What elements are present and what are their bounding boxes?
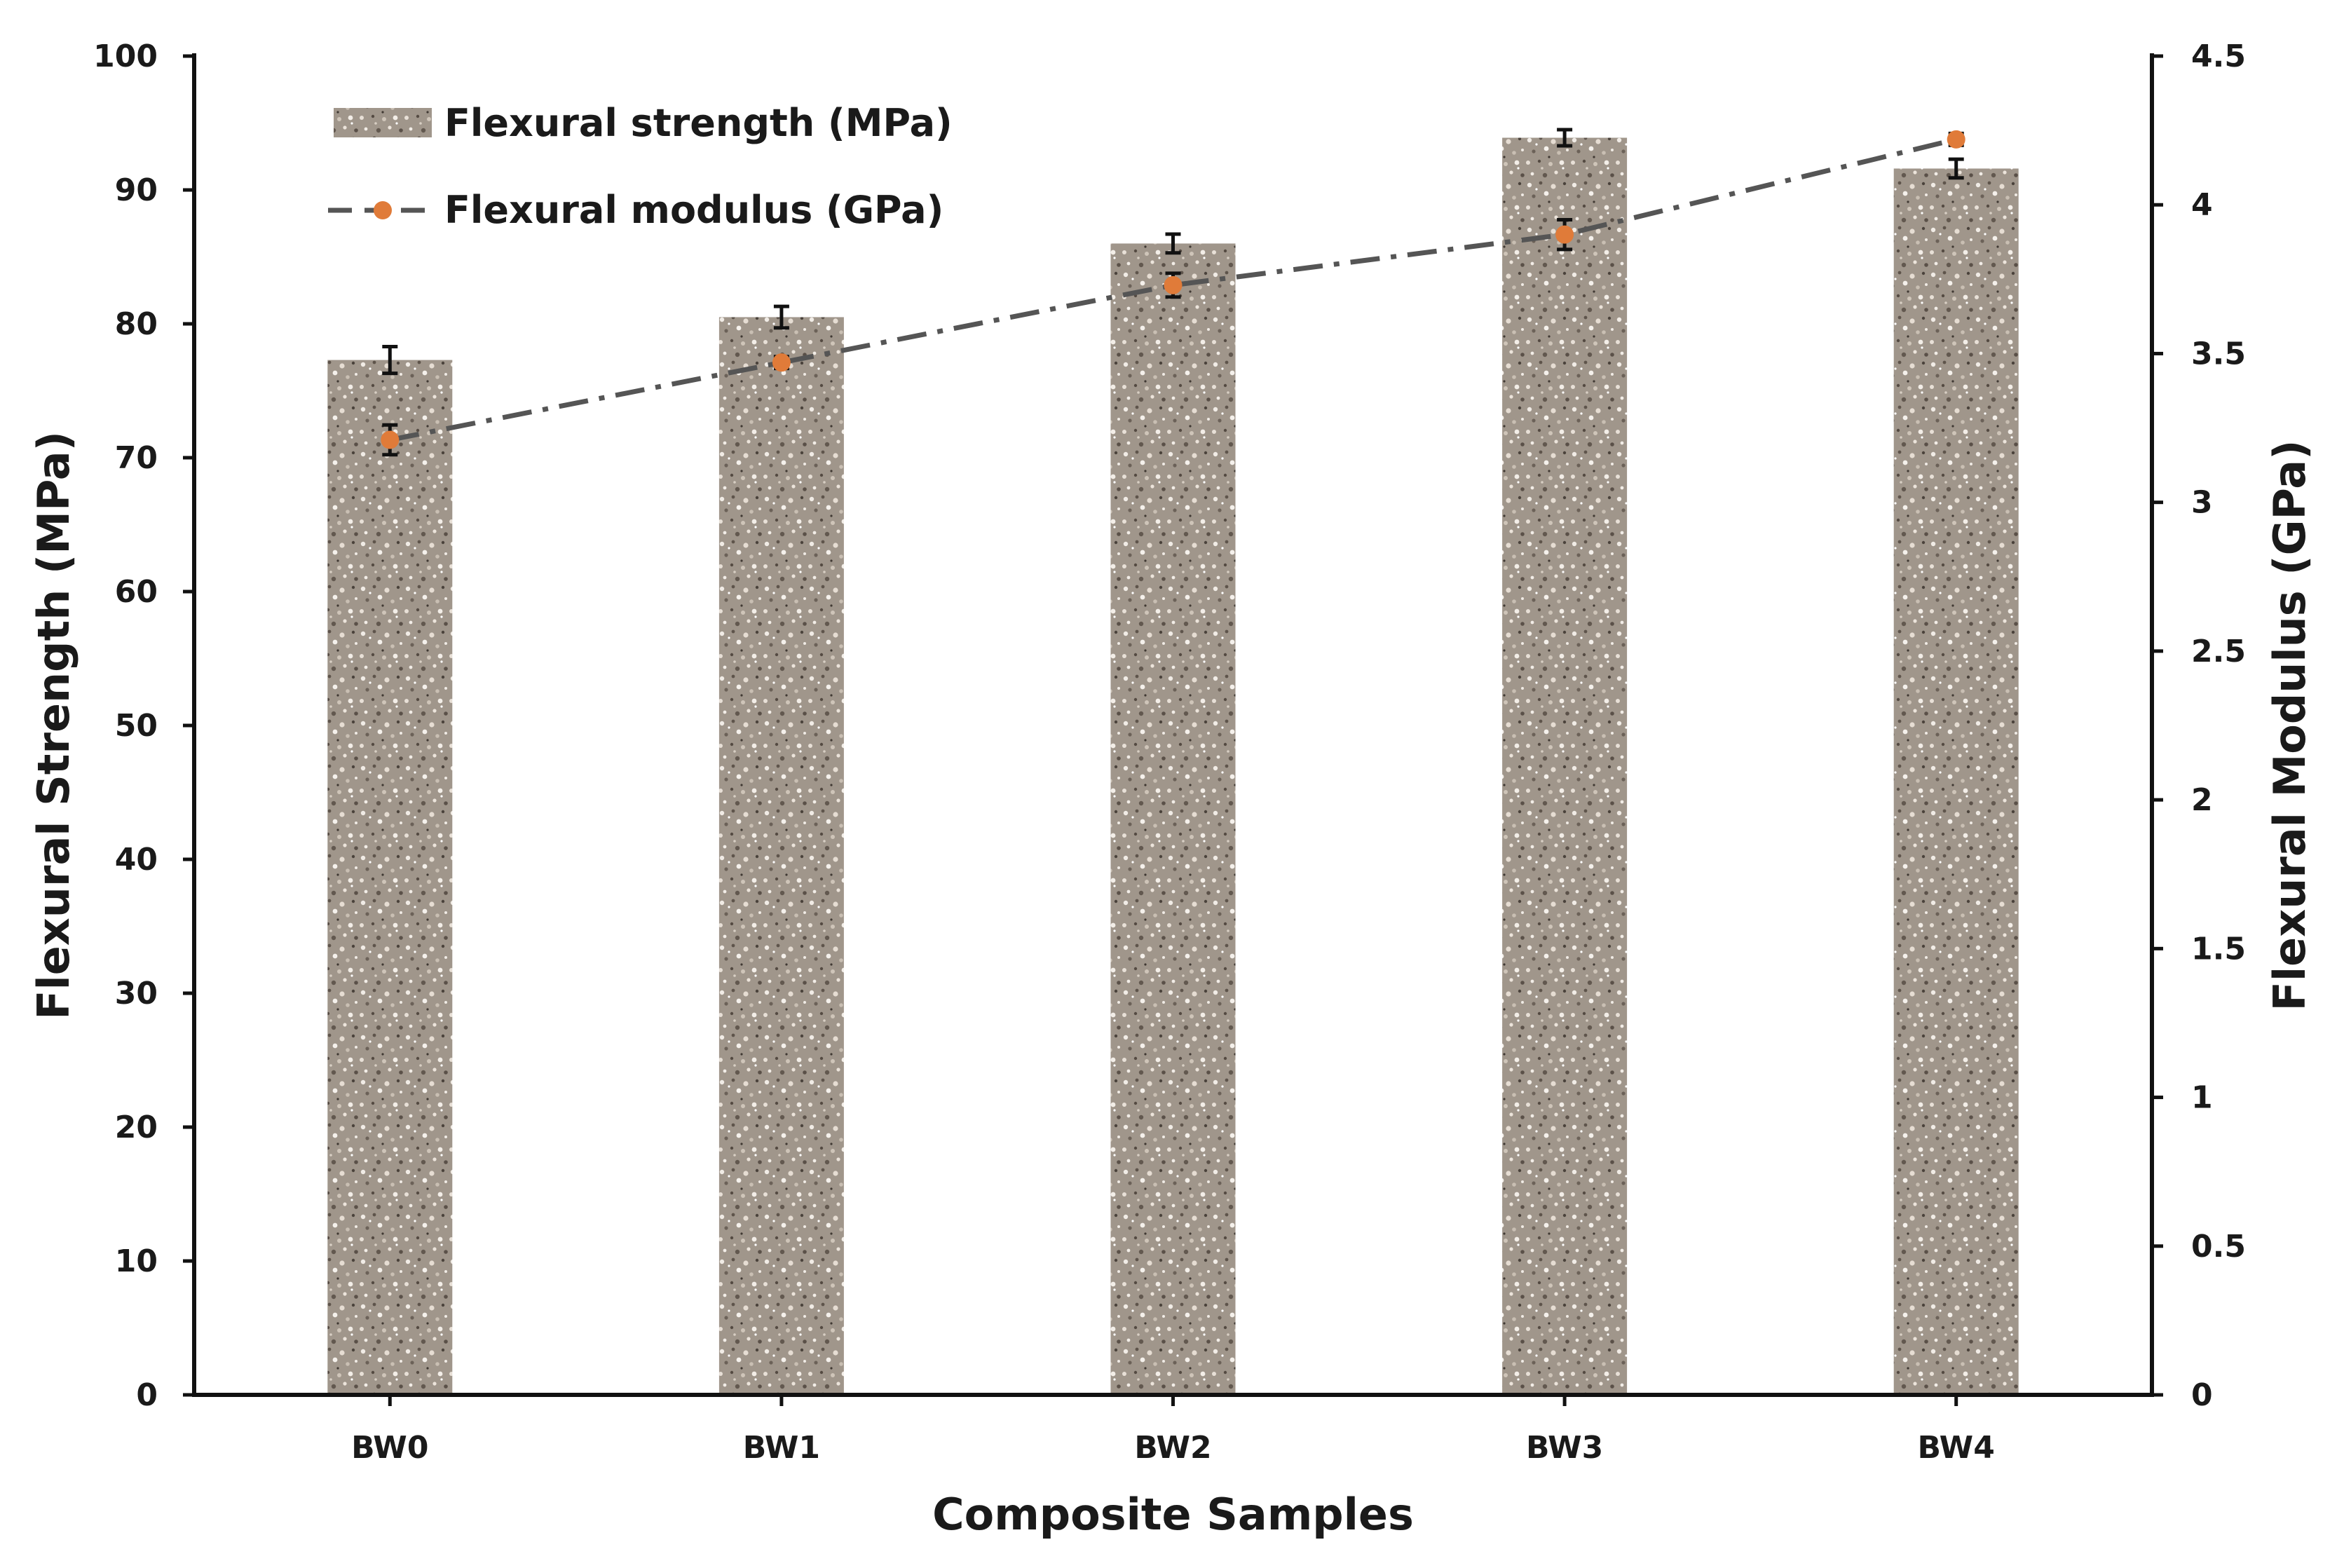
- y-tick-label-left: 90: [115, 172, 158, 208]
- y-tick-label-left: 60: [115, 574, 158, 610]
- bar-bw3: [1502, 137, 1628, 1395]
- x-tick-label: BW1: [743, 1430, 820, 1466]
- y-tick-label-right: 0.5: [2191, 1229, 2246, 1264]
- legend-label-modulus: Flexural modulus (GPa): [444, 188, 943, 232]
- modulus-point-bw4: [1947, 130, 1965, 149]
- y-tick-label-right: 1: [2191, 1080, 2213, 1116]
- modulus-point-bw3: [1555, 225, 1574, 244]
- y-tick-label-left: 100: [93, 39, 158, 74]
- y-tick-label-right: 3: [2191, 485, 2213, 521]
- y-tick-label-right: 3.5: [2191, 336, 2246, 371]
- y-tick-label-left: 20: [115, 1110, 158, 1145]
- x-tick-label: BW2: [1134, 1430, 1211, 1466]
- y-tick-label-left: 80: [115, 306, 158, 342]
- strength-error-bar-bw0: [382, 344, 398, 376]
- x-tick-label: BW4: [1918, 1430, 1995, 1466]
- strength-error-bar-bw2: [1165, 232, 1181, 255]
- modulus-line: [389, 137, 1957, 442]
- y-tick-label-right: 2.5: [2191, 634, 2246, 669]
- y-tick-label-left: 50: [115, 708, 158, 744]
- y-tick-label-left: 10: [115, 1243, 158, 1279]
- modulus-point-bw2: [1164, 275, 1183, 294]
- modulus-point-bw0: [381, 430, 400, 449]
- y-tick-label-right: 0: [2191, 1377, 2213, 1413]
- legend: Flexural strength (MPa) Flexural modulus …: [328, 101, 953, 232]
- strength-error-bar-bw3: [1557, 128, 1573, 148]
- y-tick-label-left: 40: [115, 842, 158, 878]
- y-axis-title-left: Flexural Strength (MPa): [28, 431, 79, 1020]
- x-tick-label: BW0: [351, 1430, 428, 1466]
- y-tick-label-right: 4.5: [2191, 39, 2246, 74]
- bar-bw0: [327, 360, 453, 1395]
- x-axis-title: Composite Samples: [932, 1489, 1414, 1540]
- y-tick-label-right: 2: [2191, 782, 2213, 818]
- legend-swatch-strength: [334, 108, 432, 137]
- y-tick-label-left: 70: [115, 440, 158, 476]
- bar-bw2: [1110, 243, 1236, 1395]
- bar-bw4: [1893, 168, 2019, 1396]
- y-tick-label-left: 30: [115, 976, 158, 1011]
- strength-error-bar-bw4: [1948, 157, 1964, 180]
- bar-bw1: [718, 317, 844, 1396]
- x-tick-label: BW3: [1526, 1430, 1603, 1466]
- y-tick-label-right: 4: [2191, 187, 2213, 223]
- modulus-point-bw1: [772, 353, 791, 372]
- y-axis-title-right: Flexural Modulus (GPa): [2264, 440, 2315, 1011]
- legend-swatch-modulus-marker: [374, 201, 392, 219]
- legend-label-strength: Flexural strength (MPa): [444, 101, 953, 145]
- strength-error-bar-bw1: [773, 304, 789, 330]
- y-tick-label-left: 0: [136, 1377, 158, 1413]
- y-tick-label-right: 1.5: [2191, 931, 2246, 967]
